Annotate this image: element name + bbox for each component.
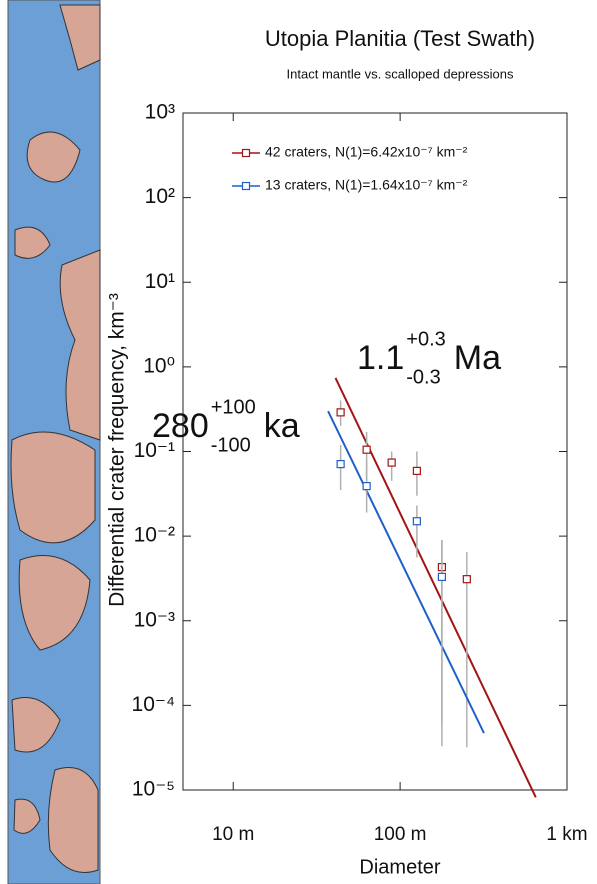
- age-error-minus: -0.3: [406, 366, 440, 388]
- data-point: [337, 461, 344, 468]
- x-tick-label: 1 km: [546, 824, 587, 845]
- legend-label: 13 craters, N(1)=1.64x10⁻⁷ km⁻²: [265, 177, 468, 193]
- y-axis-label: Differential crater frequency, km⁻³: [106, 293, 129, 607]
- age-error-minus: -100: [211, 434, 251, 456]
- map-strip: [8, 0, 100, 884]
- y-tick-label: 10³: [145, 101, 175, 124]
- x-tick-label: 10 m: [212, 824, 254, 845]
- fit-line: [328, 411, 484, 733]
- data-point: [438, 573, 445, 580]
- y-tick-label: 10²: [145, 185, 175, 208]
- data-point: [463, 576, 470, 583]
- age-value: 280: [152, 407, 209, 445]
- x-axis-label: Diameter: [359, 856, 440, 878]
- y-tick-label: 10⁻²: [134, 524, 175, 547]
- fit-line: [335, 378, 535, 797]
- chart-subtitle: Intact mantle vs. scalloped depressions: [287, 66, 514, 81]
- chart-title: Utopia Planitia (Test Swath): [265, 26, 535, 51]
- y-tick-label: 10⁻⁵: [132, 778, 175, 801]
- data-point: [413, 518, 420, 525]
- legend-marker: [243, 150, 250, 157]
- y-tick-label: 10⁰: [143, 354, 175, 377]
- data-point: [363, 483, 370, 490]
- data-point: [337, 409, 344, 416]
- age-error-plus: +0.3: [406, 328, 445, 350]
- y-tick-label: 10⁻⁴: [132, 693, 175, 716]
- data-point: [413, 467, 420, 474]
- chart: Utopia Planitia (Test Swath) Intact mant…: [0, 0, 597, 884]
- age-value: 1.1: [357, 339, 404, 377]
- legend-label: 42 craters, N(1)=6.42x10⁻⁷ km⁻²: [265, 144, 468, 160]
- data-point: [388, 459, 395, 466]
- age-error-plus: +100: [211, 396, 256, 418]
- x-tick-label: 100 m: [374, 824, 427, 845]
- data-point: [363, 446, 370, 453]
- legend-marker: [243, 183, 250, 190]
- age-unit: ka: [264, 407, 300, 445]
- age-unit: Ma: [454, 339, 501, 377]
- y-tick-label: 10¹: [145, 270, 175, 293]
- y-tick-label: 10⁻³: [134, 608, 175, 631]
